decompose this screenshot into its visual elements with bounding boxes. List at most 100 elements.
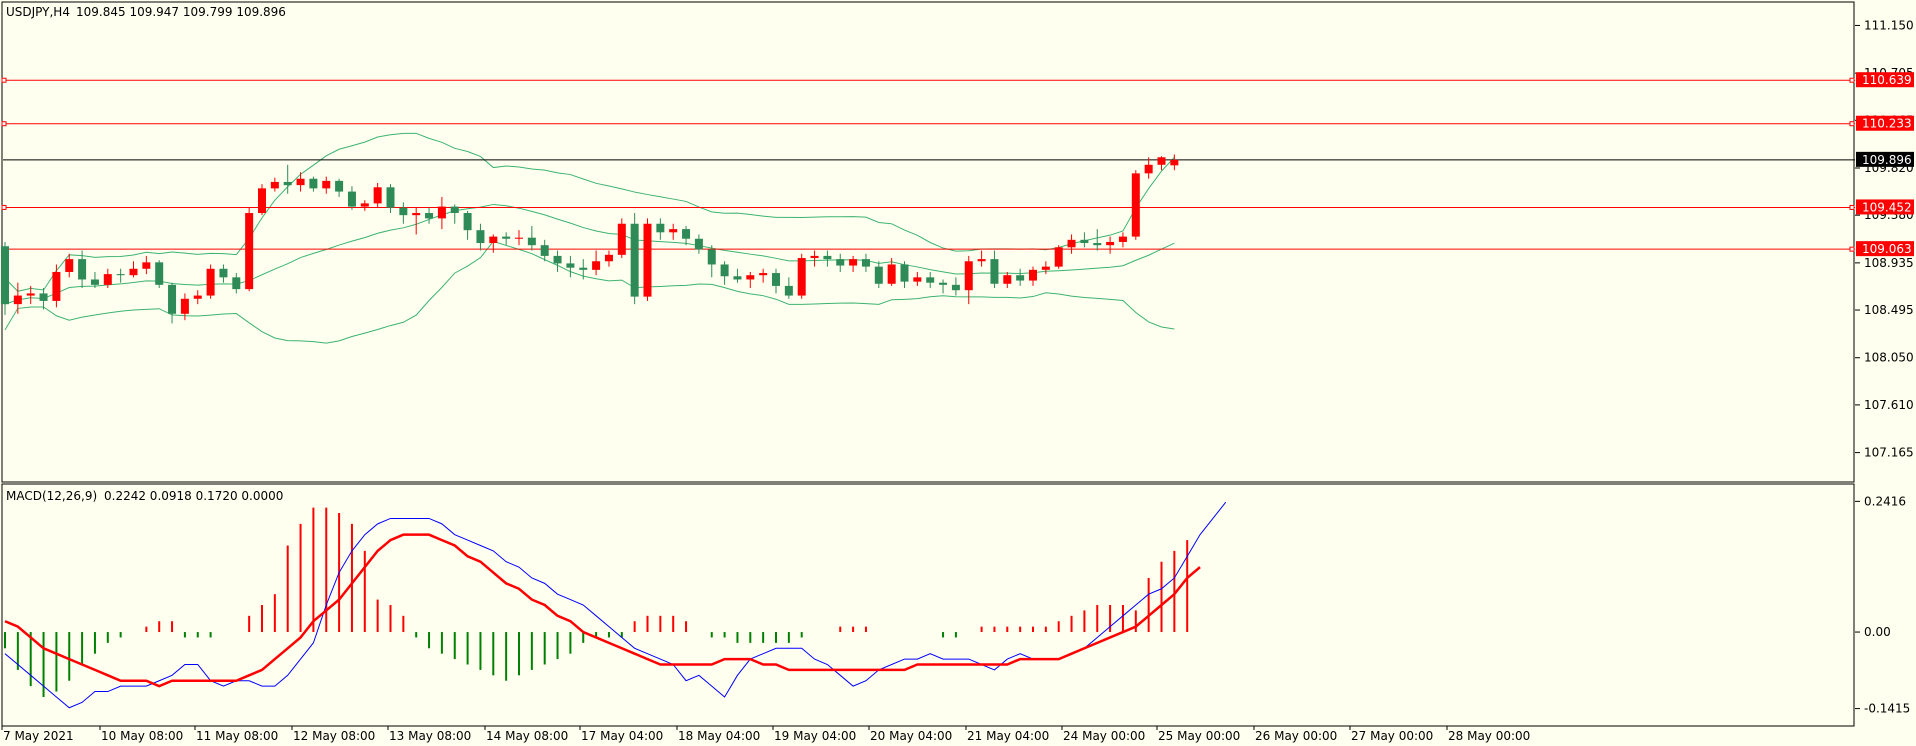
candle-body xyxy=(630,223,639,297)
candle-body xyxy=(373,187,382,204)
candle-body xyxy=(322,180,331,189)
candle-body xyxy=(347,191,356,207)
candlesticks xyxy=(1,154,1179,324)
macd-tick-label: -0.1415 xyxy=(1864,702,1910,716)
time-tick-label: 13 May 08:00 xyxy=(389,729,471,743)
main-pane-border xyxy=(1,1,1855,483)
candle-body xyxy=(1016,275,1025,281)
candle-body xyxy=(592,261,601,270)
candle-body xyxy=(245,213,254,290)
candle-body xyxy=(129,268,138,276)
macd-main-line xyxy=(4,501,1227,709)
candle-body xyxy=(540,245,549,256)
price-tick-label: 108.495 xyxy=(1864,303,1914,317)
candle-body xyxy=(887,264,896,284)
candle-body xyxy=(386,187,395,208)
candle-body xyxy=(746,275,755,280)
bollinger-middle xyxy=(4,203,1175,305)
candle-body xyxy=(270,181,279,189)
time-tick-label: 20 May 04:00 xyxy=(870,729,952,743)
level-handle-left xyxy=(1,77,7,83)
macd-lines xyxy=(4,501,1227,709)
level-price-label: 110.233 xyxy=(1862,117,1912,131)
candle-body xyxy=(1170,159,1179,166)
candle-body xyxy=(335,180,344,192)
horizontal-levels[interactable]: 110.639 110.233 109.452 109.063 109.896 xyxy=(1,72,1914,257)
candle-body xyxy=(926,277,935,283)
time-tick-label: 28 May 00:00 xyxy=(1448,729,1530,743)
candle-body xyxy=(643,223,652,297)
level-handle-right xyxy=(1849,77,1855,83)
time-tick-label: 11 May 08:00 xyxy=(196,729,278,743)
candle-body xyxy=(476,230,485,244)
candle-body xyxy=(579,267,588,270)
candle-body xyxy=(1093,243,1102,246)
candle-body xyxy=(913,277,922,282)
candle-body xyxy=(939,282,948,285)
level-handle-left xyxy=(1,121,7,127)
candle-body xyxy=(26,293,35,296)
level-handle-right xyxy=(1849,204,1855,210)
time-tick-label: 26 May 00:00 xyxy=(1255,729,1337,743)
time-axis: 7 May 2021 10 May 08:00 11 May 08:00 12 May… xyxy=(1,726,1530,743)
candle-body xyxy=(515,237,523,239)
chart-symbol: USDJPY,H4 xyxy=(6,5,70,19)
candle-body xyxy=(425,213,434,219)
candle-body xyxy=(78,259,87,280)
candle-body xyxy=(784,285,793,296)
level-price-label: 109.452 xyxy=(1862,200,1912,214)
candle-body xyxy=(759,273,768,276)
time-tick-label: 25 May 00:00 xyxy=(1158,729,1240,743)
candle-body xyxy=(142,262,151,269)
candle-body xyxy=(733,276,742,280)
macd-pane-border xyxy=(1,483,1855,727)
candle-body xyxy=(836,259,845,266)
candle-body xyxy=(694,238,703,250)
candle-body xyxy=(553,255,562,264)
candle-body xyxy=(669,229,678,233)
candle-body xyxy=(720,264,729,277)
candle-body xyxy=(412,213,421,216)
candle-body xyxy=(849,259,858,266)
current-price-box xyxy=(1856,151,1914,167)
time-tick-label: 21 May 04:00 xyxy=(967,729,1049,743)
candle-body xyxy=(489,236,498,244)
candle-body xyxy=(1067,239,1076,248)
candle-body xyxy=(604,254,613,262)
candle-body xyxy=(682,229,691,239)
time-tick-label: 14 May 08:00 xyxy=(486,729,568,743)
candle-body xyxy=(1080,239,1089,244)
candle-body xyxy=(527,237,536,246)
current-price-label: 109.896 xyxy=(1862,153,1912,167)
time-tick-label: 27 May 00:00 xyxy=(1351,729,1433,743)
candle-body xyxy=(964,261,973,291)
macd-signal-line xyxy=(4,533,1201,688)
time-tick-label: 7 May 2021 xyxy=(3,729,74,743)
level-price-label: 110.639 xyxy=(1862,73,1912,87)
candle-body xyxy=(1054,247,1063,267)
level-handle-right xyxy=(1849,246,1855,252)
time-tick-label: 12 May 08:00 xyxy=(293,729,375,743)
candle-body xyxy=(823,255,832,260)
candle-body xyxy=(1144,164,1153,174)
candle-body xyxy=(180,298,189,314)
level-price-box xyxy=(1856,199,1914,215)
level-handle-left xyxy=(1,204,7,210)
macd-histogram xyxy=(4,507,1189,697)
candle-body xyxy=(797,258,806,296)
candle-body xyxy=(360,203,369,207)
candle-body xyxy=(155,262,164,285)
level-price-box xyxy=(1856,241,1914,257)
bollinger-lower xyxy=(4,240,1175,344)
candle-body xyxy=(1157,157,1166,165)
candle-body xyxy=(450,206,459,214)
candle-body xyxy=(103,274,112,285)
candle-body xyxy=(168,284,177,314)
level-price-label: 109.063 xyxy=(1862,242,1912,256)
candle-body xyxy=(1041,266,1050,270)
candle-body xyxy=(258,188,266,214)
candle-body xyxy=(1003,275,1012,284)
candle-body xyxy=(656,223,665,233)
